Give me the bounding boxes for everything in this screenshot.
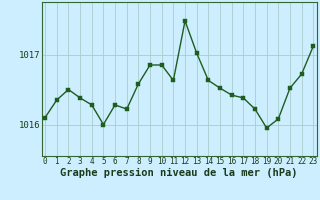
X-axis label: Graphe pression niveau de la mer (hPa): Graphe pression niveau de la mer (hPa) (60, 168, 298, 178)
